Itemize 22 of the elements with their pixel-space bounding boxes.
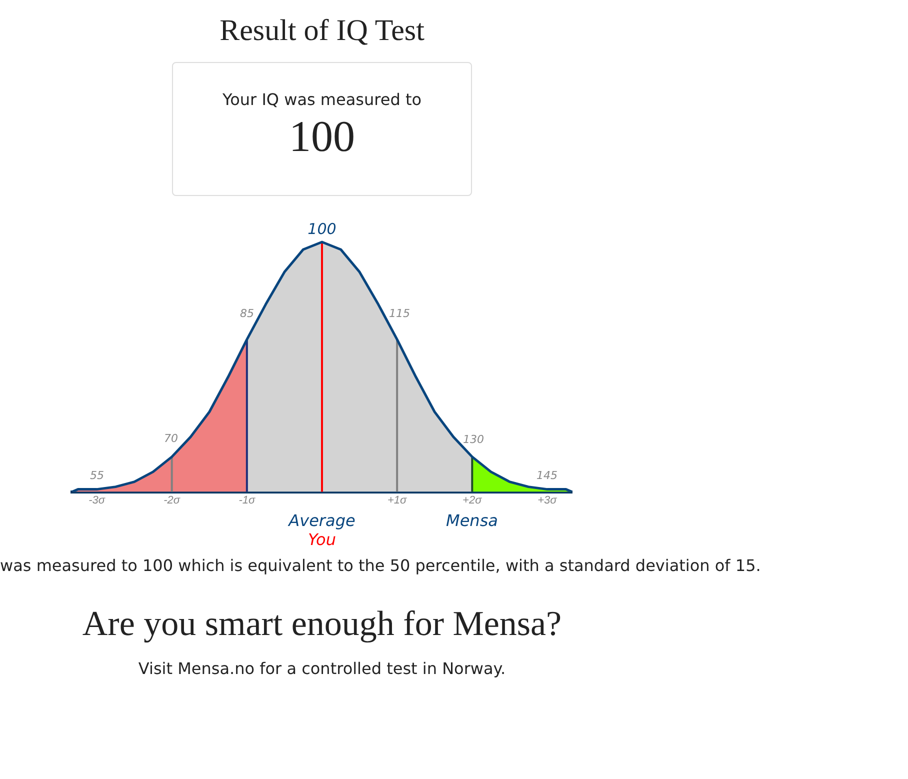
x-tick-label: +2σ bbox=[462, 494, 482, 506]
x-tick-label: -2σ bbox=[164, 494, 180, 506]
chart-subtitle: Your IQ was measured to bbox=[221, 90, 423, 109]
x-tick-label: -1σ bbox=[238, 494, 256, 506]
text: Average bbox=[286, 511, 356, 530]
annotation: 130 bbox=[463, 433, 485, 446]
text: Visit Mensa.no for a controlled test in Norway. bbox=[137, 659, 507, 678]
annotation: 70 bbox=[163, 432, 178, 445]
x-tick-label: +3σ bbox=[538, 494, 558, 506]
text: Mensa bbox=[445, 511, 499, 530]
text: 100 bbox=[288, 111, 356, 162]
text: Are you smart enough for Mensa? bbox=[81, 604, 563, 643]
annotation: 145 bbox=[536, 469, 558, 482]
annotation: 115 bbox=[389, 307, 411, 320]
annotation: 55 bbox=[89, 469, 105, 482]
text: 100 bbox=[306, 220, 338, 238]
text: You bbox=[307, 530, 337, 549]
chart-title: Result of IQ Test bbox=[218, 14, 426, 48]
text: was measured to 100 which is equivalent to the 50 percentile, with a standard deviation of 15. bbox=[0, 556, 761, 575]
x-tick-label: +1σ bbox=[387, 494, 408, 506]
annotation: 85 bbox=[239, 307, 254, 320]
x-tick-label: -3σ bbox=[88, 494, 106, 506]
